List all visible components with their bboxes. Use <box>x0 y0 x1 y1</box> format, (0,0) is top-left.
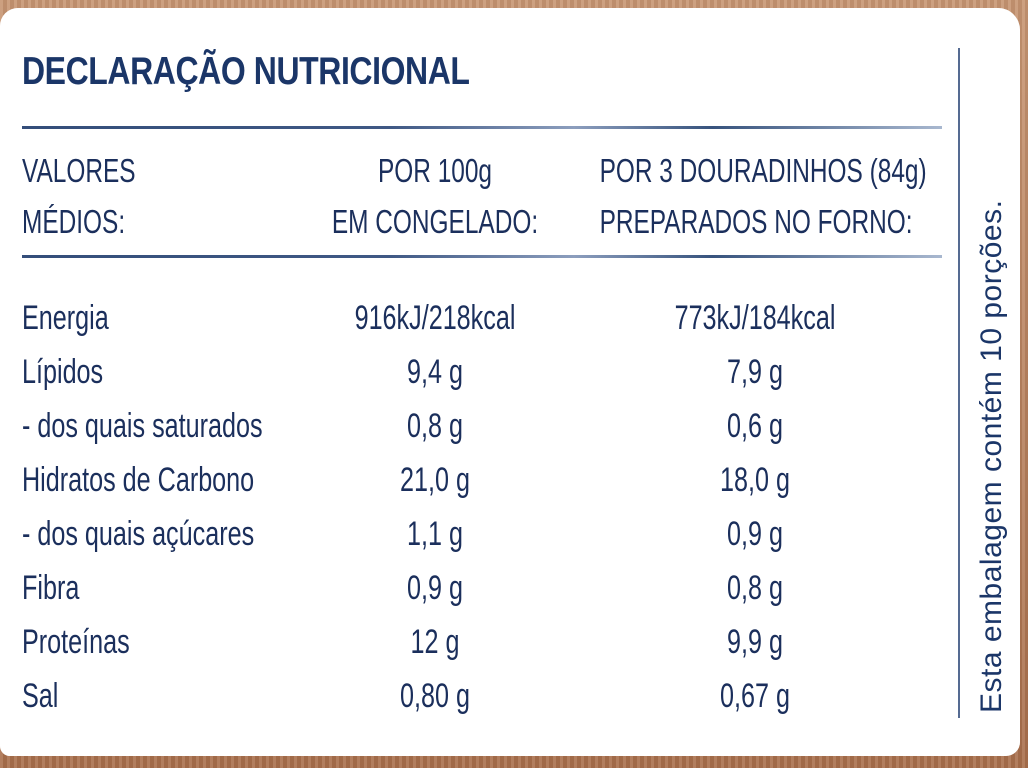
header-bottom-rule <box>22 255 942 258</box>
row-value-per-portion: 0,6 g <box>727 407 783 445</box>
label-title: DECLARAÇÃO NUTRICIONAL <box>22 50 470 93</box>
row-value-per100: 0,80 g <box>400 677 470 715</box>
header-col3-line2: PREPARADOS NO FORNO: <box>599 203 913 240</box>
row-value-per-portion: 0,9 g <box>727 515 783 553</box>
nutrition-table-panel: DECLARAÇÃO NUTRICIONAL VALORES MÉDIOS: P… <box>0 8 958 756</box>
row-label: Hidratos de Carbono <box>22 461 255 499</box>
side-divider <box>958 48 960 718</box>
row-label: Fibra <box>22 569 80 607</box>
row-value-per100: 9,4 g <box>407 353 463 391</box>
header-col1-line2: MÉDIOS: <box>22 203 126 240</box>
row-value-per-portion: 773kJ/184kcal <box>674 299 836 337</box>
portion-count-note: Esta embalagem contém 10 porções. <box>975 199 1008 713</box>
row-label: Lípidos <box>22 353 104 391</box>
row-value-per100: 1,1 g <box>407 515 463 553</box>
row-label: Sal <box>22 677 59 715</box>
row-label: - dos quais açúcares <box>22 515 255 553</box>
row-value-per100: 12 g <box>410 623 460 661</box>
header-col2-line2: EM CONGELADO: <box>331 203 539 240</box>
nutrition-label: DECLARAÇÃO NUTRICIONAL VALORES MÉDIOS: P… <box>0 8 1020 756</box>
row-label: Proteínas <box>22 623 130 661</box>
row-value-per-portion: 7,9 g <box>727 353 783 391</box>
header-top-rule <box>22 126 942 129</box>
row-value-per100: 916kJ/218kcal <box>354 299 516 337</box>
header-col3-line1: POR 3 DOURADINHOS (84g) <box>599 152 927 189</box>
header-col1-line1: VALORES <box>22 152 136 189</box>
header-col2-line1: POR 100g <box>377 152 493 189</box>
row-label: - dos quais saturados <box>22 407 263 445</box>
row-value-per-portion: 0,8 g <box>727 569 783 607</box>
row-value-per-portion: 0,67 g <box>720 677 790 715</box>
row-value-per100: 0,9 g <box>407 569 463 607</box>
row-label: Energia <box>22 299 109 337</box>
row-value-per100: 0,8 g <box>407 407 463 445</box>
row-value-per100: 21,0 g <box>400 461 470 499</box>
row-value-per-portion: 9,9 g <box>727 623 783 661</box>
row-value-per-portion: 18,0 g <box>720 461 790 499</box>
